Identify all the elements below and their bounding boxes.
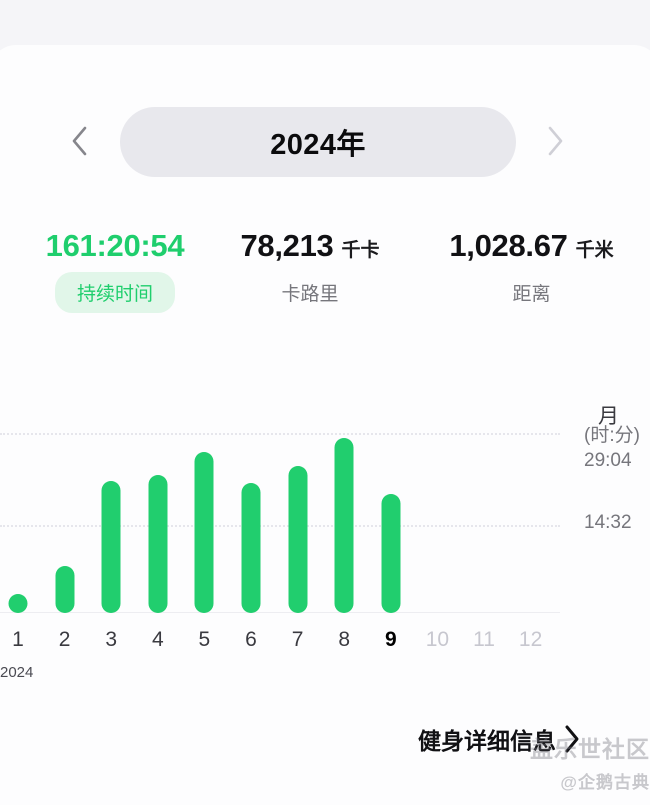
chart-bar[interactable]: [381, 494, 401, 613]
y-axis-tick-lower: 14:32: [584, 512, 632, 533]
chart-bar[interactable]: [194, 451, 214, 613]
x-axis-unit-label: 月: [598, 405, 619, 428]
stat-calories-unit: 千卡: [341, 240, 380, 261]
y-axis-tick-upper: 29:04: [584, 450, 632, 471]
period-selector: 2024年: [0, 103, 650, 179]
x-axis-tick-3[interactable]: 3: [105, 628, 118, 651]
stat-calories-label[interactable]: 卡路里: [281, 284, 339, 305]
chart-bar[interactable]: [334, 438, 354, 613]
stat-distance-unit: 千米: [575, 240, 614, 261]
chart-bar[interactable]: [55, 565, 75, 613]
stat-distance-value-row: 1,028.67 千米: [413, 228, 650, 264]
stat-distance[interactable]: 1,028.67 千米 距离: [413, 228, 650, 306]
chart-bars: [0, 400, 560, 613]
summary-stats: 161:20:54 持续时间 78,213 千卡 卡路里 1,028.67 千米…: [0, 228, 650, 340]
chart-bar[interactable]: [288, 466, 308, 613]
fitness-detail-label: 健身详细信息: [418, 728, 556, 754]
x-axis-tick-4[interactable]: 4: [151, 628, 164, 651]
chevron-right-icon[interactable]: [538, 124, 572, 158]
stat-duration-value: 161:20:54: [45, 228, 185, 263]
stat-duration-label[interactable]: 持续时间: [54, 272, 175, 313]
x-axis-tick-8[interactable]: 8: [338, 628, 351, 651]
duration-bar-chart[interactable]: (时:分) 29:04 14:32 1 2 3 4 5 6 7 8 9 10 11 12 月 2024: [0, 400, 650, 700]
x-axis-labels: 1 2 3 4 5 6 7 8 9 10 11 12: [0, 628, 650, 662]
chart-baseline: [0, 612, 560, 613]
y-axis-unit-label: (时:分): [584, 425, 640, 446]
x-axis-tick-12[interactable]: 12: [518, 628, 543, 651]
x-axis-tick-7[interactable]: 7: [291, 628, 304, 651]
stat-duration-value-row: 161:20:54: [0, 228, 230, 264]
x-axis-tick-11[interactable]: 11: [473, 628, 495, 651]
period-pill-button[interactable]: 2024年: [120, 107, 516, 177]
stat-distance-value: 1,028.67: [449, 228, 568, 263]
chart-bar[interactable]: [8, 594, 28, 613]
chart-bar[interactable]: [101, 481, 121, 613]
chart-bar[interactable]: [241, 482, 261, 613]
chevron-left-icon[interactable]: [62, 124, 96, 158]
stat-calories[interactable]: 78,213 千卡 卡路里: [197, 228, 423, 306]
period-label: 2024年: [270, 129, 366, 161]
chart-bar[interactable]: [148, 474, 168, 613]
x-axis-tick-9[interactable]: 9: [384, 628, 397, 651]
stat-duration[interactable]: 161:20:54 持续时间: [0, 228, 230, 313]
stat-calories-value: 78,213: [240, 228, 334, 263]
x-axis-tick-6[interactable]: 6: [245, 628, 257, 651]
fitness-detail-link[interactable]: 健身详细信息: [418, 722, 582, 756]
chevron-right-icon: [565, 725, 579, 753]
stat-distance-label[interactable]: 距离: [512, 284, 551, 305]
x-axis-tick-5[interactable]: 5: [198, 628, 211, 651]
x-axis-tick-10[interactable]: 10: [425, 628, 450, 651]
gridline-lower: [0, 525, 560, 527]
x-axis-tick-1[interactable]: 1: [12, 628, 24, 651]
chart-year-note: 2024: [0, 664, 34, 681]
stat-calories-value-row: 78,213 千卡: [197, 228, 423, 264]
x-axis-tick-2[interactable]: 2: [58, 628, 71, 651]
gridline-upper: [0, 433, 560, 435]
